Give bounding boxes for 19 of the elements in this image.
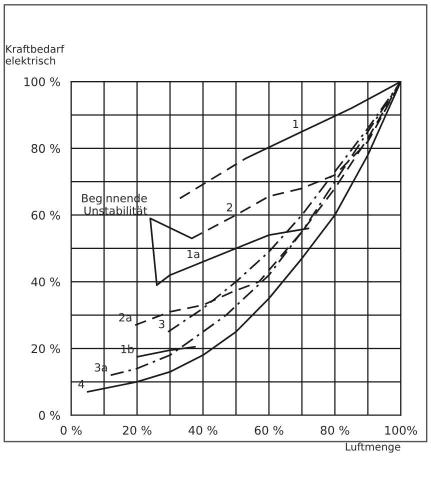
x-tick-label: 100%	[385, 426, 418, 435]
y-tick-label: 0 %	[38, 410, 60, 420]
x-tick-label: 0 %	[60, 426, 82, 435]
x-axis-title: Luftmenge	[346, 442, 400, 453]
x-tick-label: 20 %	[122, 426, 152, 435]
x-tick-label: 40 %	[188, 426, 218, 435]
y-tick-label: 20 %	[32, 344, 60, 354]
annotation: 1	[293, 120, 298, 128]
x-tick-label: 80 %	[320, 426, 350, 435]
y-axis-title: Kraftbedarf elektrisch	[6, 44, 64, 65]
y-tick-label: 80 %	[32, 144, 60, 153]
annotation: 3	[159, 320, 164, 328]
x-tick-label: 60 %	[254, 426, 284, 435]
annotation: 2a	[119, 313, 132, 322]
y-tick-label: 60 %	[32, 210, 60, 220]
annotation: 1a	[188, 250, 200, 258]
y-tick-label: 40 %	[31, 277, 60, 286]
y-tick-label: 100 %	[24, 77, 60, 86]
annotation: 2	[226, 203, 232, 212]
